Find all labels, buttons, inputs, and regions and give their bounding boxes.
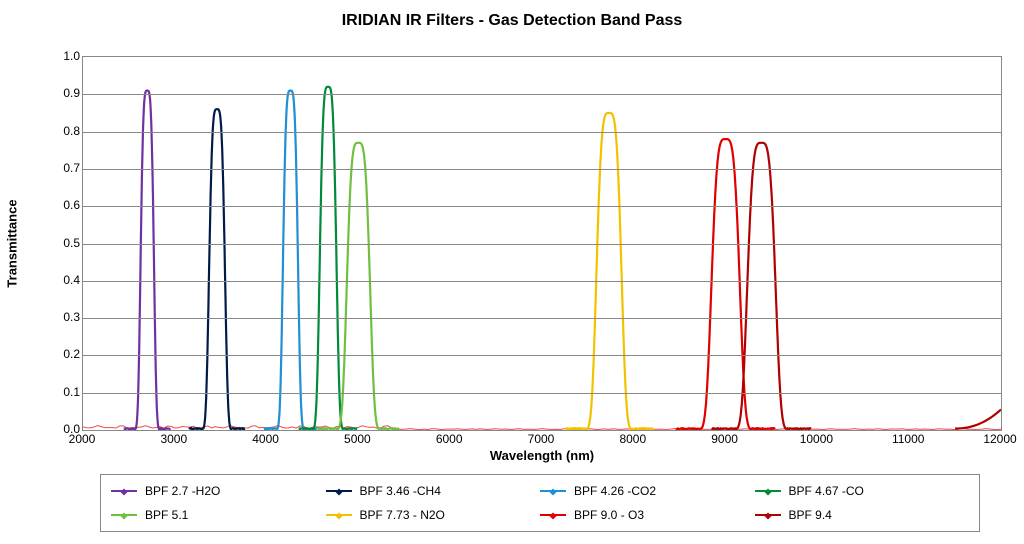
x-tick-label: 11000 [892, 432, 924, 446]
plot-area [82, 56, 1002, 431]
y-tick-label: 0.3 [63, 310, 80, 324]
legend-item: BPF 9.0 - O3 [540, 503, 755, 527]
gridline [83, 318, 1001, 319]
baseline-noise [83, 426, 1001, 430]
y-tick-label: 0.1 [63, 385, 80, 399]
chart-container: IRIDIAN IR Filters - Gas Detection Band … [0, 0, 1024, 544]
chart-title: IRIDIAN IR Filters - Gas Detection Band … [0, 0, 1024, 30]
gridline [83, 206, 1001, 207]
legend-swatch [111, 490, 137, 492]
series-curve [264, 91, 317, 430]
y-tick-label: 0.7 [63, 161, 80, 175]
series-curve [189, 109, 245, 429]
legend-item: BPF 9.4 [755, 503, 970, 527]
x-tick-mark [358, 430, 359, 431]
x-tick-mark [175, 430, 176, 431]
y-tick-label: 0.2 [63, 347, 80, 361]
legend-swatch [540, 490, 566, 492]
x-tick-label: 8000 [619, 432, 646, 446]
gridline [83, 281, 1001, 282]
legend-item: BPF 5.1 [111, 503, 326, 527]
series-curve [712, 143, 812, 429]
legend-item: BPF 7.73 - N2O [326, 503, 541, 527]
x-tick-label: 9000 [711, 432, 738, 446]
legend-label: BPF 2.7 -H2O [145, 484, 220, 498]
x-tick-mark [542, 430, 543, 431]
x-tick-label: 7000 [528, 432, 555, 446]
y-tick-label: 0.8 [63, 124, 80, 138]
tail-curve [955, 409, 1001, 428]
x-tick-mark [817, 430, 818, 431]
gridline [83, 244, 1001, 245]
x-tick-label: 3000 [160, 432, 187, 446]
y-tick-label: 0.5 [63, 236, 80, 250]
gridline [83, 169, 1001, 170]
legend-label: BPF 4.26 -CO2 [574, 484, 656, 498]
legend: BPF 2.7 -H2O BPF 3.46 -CH4 BPF 4.26 -CO2 BP… [100, 474, 980, 532]
series-curve [565, 113, 653, 429]
legend-label: BPF 7.73 - N2O [360, 508, 445, 522]
x-tick-mark [267, 430, 268, 431]
x-axis-label: Wavelength (nm) [82, 448, 1002, 463]
y-tick-label: 0.9 [63, 86, 80, 100]
x-tick-mark [634, 430, 635, 431]
x-tick-label: 10000 [800, 432, 833, 446]
legend-item: BPF 4.26 -CO2 [540, 479, 755, 503]
gridline [83, 355, 1001, 356]
legend-swatch [755, 490, 781, 492]
legend-swatch [111, 514, 137, 516]
x-tick-mark [450, 430, 451, 431]
legend-swatch [540, 514, 566, 516]
x-tick-mark [726, 430, 727, 431]
y-axis-ticks: 0.00.10.20.30.40.50.60.70.80.91.0 [50, 56, 80, 431]
gridline [83, 393, 1001, 394]
x-tick-mark [1001, 430, 1002, 431]
y-tick-label: 1.0 [63, 49, 80, 63]
series-curve [124, 91, 171, 430]
legend-label: BPF 3.46 -CH4 [360, 484, 441, 498]
legend-label: BPF 5.1 [145, 508, 188, 522]
y-axis-label: Transmittance [2, 56, 22, 431]
legend-label: BPF 9.0 - O3 [574, 508, 644, 522]
legend-label: BPF 4.67 -CO [789, 484, 864, 498]
x-tick-mark [909, 430, 910, 431]
series-curve [317, 143, 399, 430]
legend-item: BPF 4.67 -CO [755, 479, 970, 503]
legend-swatch [326, 490, 352, 492]
x-tick-label: 4000 [252, 432, 279, 446]
gridline [83, 132, 1001, 133]
x-tick-label: 12000 [983, 432, 1016, 446]
legend-item: BPF 3.46 -CH4 [326, 479, 541, 503]
y-tick-label: 0.6 [63, 198, 80, 212]
x-tick-label: 5000 [344, 432, 371, 446]
x-axis-ticks: 2000300040005000600070008000900010000110… [82, 432, 1002, 448]
series-curve [676, 139, 776, 429]
gridline [83, 94, 1001, 95]
legend-swatch [326, 514, 352, 516]
y-tick-label: 0.4 [63, 273, 80, 287]
legend-item: BPF 2.7 -H2O [111, 479, 326, 503]
x-tick-mark [83, 430, 84, 431]
x-tick-label: 2000 [69, 432, 96, 446]
legend-swatch [755, 514, 781, 516]
legend-label: BPF 9.4 [789, 508, 832, 522]
x-tick-label: 6000 [436, 432, 463, 446]
